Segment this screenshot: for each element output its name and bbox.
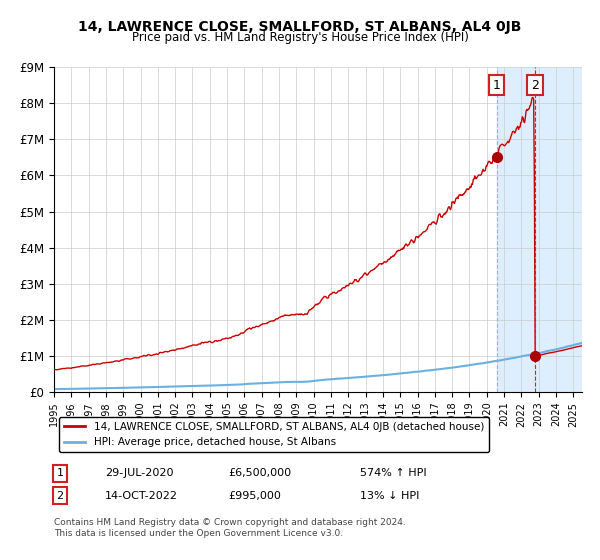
Text: 574% ↑ HPI: 574% ↑ HPI (360, 468, 427, 478)
Text: £995,000: £995,000 (228, 491, 281, 501)
Text: 1: 1 (493, 79, 500, 92)
Bar (497, 67, 582, 392)
Text: 1: 1 (56, 468, 64, 478)
Text: 13% ↓ HPI: 13% ↓ HPI (360, 491, 419, 501)
Text: 14, LAWRENCE CLOSE, SMALLFORD, ST ALBANS, AL4 0JB: 14, LAWRENCE CLOSE, SMALLFORD, ST ALBANS… (79, 20, 521, 34)
Text: Contains HM Land Registry data © Crown copyright and database right 2024.
This d: Contains HM Land Registry data © Crown c… (54, 518, 406, 538)
Text: £6,500,000: £6,500,000 (228, 468, 291, 478)
Text: 29-JUL-2020: 29-JUL-2020 (105, 468, 173, 478)
Text: 2: 2 (531, 79, 539, 92)
Text: 2: 2 (56, 491, 64, 501)
Legend: 14, LAWRENCE CLOSE, SMALLFORD, ST ALBANS, AL4 0JB (detached house), HPI: Average: 14, LAWRENCE CLOSE, SMALLFORD, ST ALBANS… (59, 417, 489, 452)
Text: 14-OCT-2022: 14-OCT-2022 (105, 491, 178, 501)
Text: Price paid vs. HM Land Registry's House Price Index (HPI): Price paid vs. HM Land Registry's House … (131, 31, 469, 44)
